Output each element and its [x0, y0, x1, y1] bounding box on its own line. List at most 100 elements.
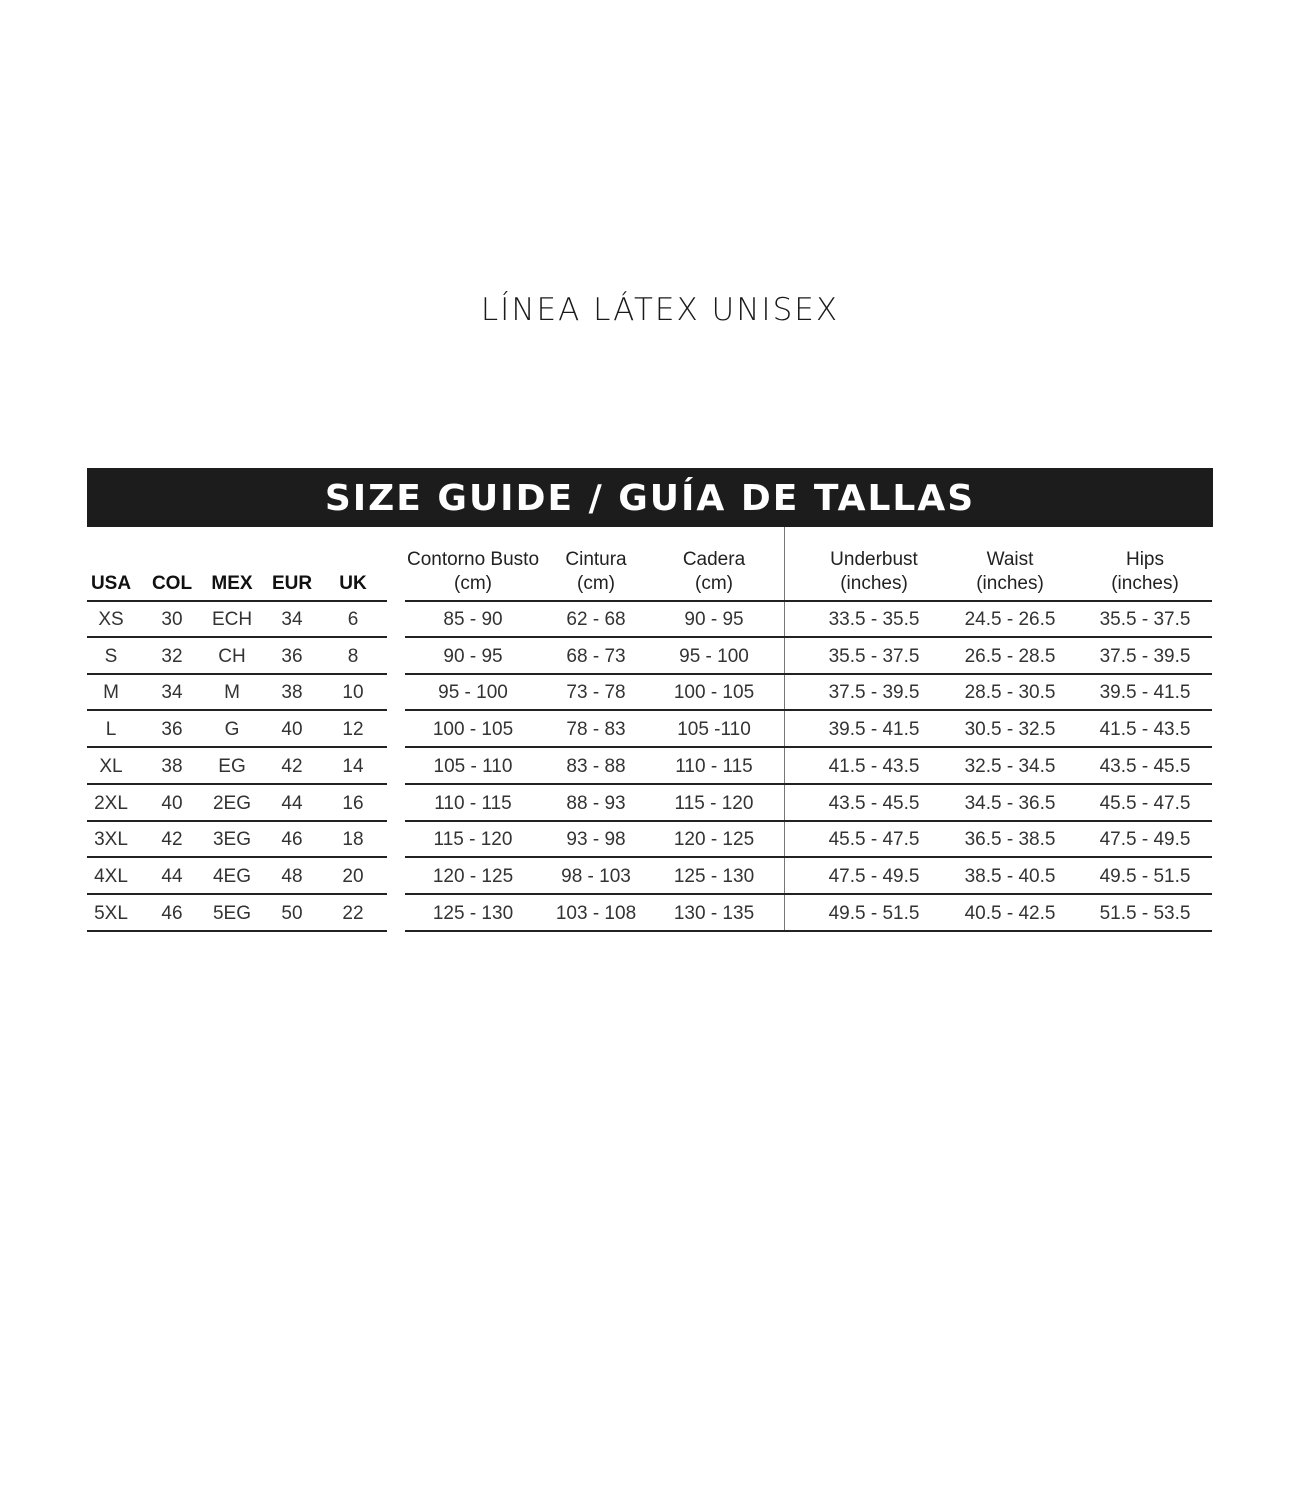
table-cell: 12	[342, 719, 364, 741]
table-cell: XL	[99, 755, 123, 777]
row-divider	[87, 636, 387, 638]
row-divider	[405, 746, 1212, 749]
column-header: (inches)	[976, 573, 1044, 594]
row-divider	[87, 782, 387, 785]
column-header: Underbust	[830, 549, 918, 570]
table-cell: 41.5 - 43.5	[1099, 719, 1191, 741]
table-cell: 38	[281, 682, 303, 704]
table-cell: 47.5 - 49.5	[828, 865, 920, 887]
table-cell: 2EG	[212, 792, 252, 814]
column-header: (cm)	[454, 573, 492, 594]
table-cell: 120 - 125	[673, 829, 755, 851]
table-cell: 98 - 103	[561, 865, 631, 887]
row-divider	[87, 892, 387, 895]
row-divider	[405, 819, 1212, 822]
table-cell: M	[103, 682, 119, 704]
table-cell: 20	[342, 865, 364, 887]
table-cell: XS	[98, 609, 124, 630]
table-cell: 36.5 - 38.5	[964, 829, 1056, 851]
column-header: (inches)	[840, 573, 908, 594]
table-cell: 38	[161, 755, 183, 777]
table-cell: 36	[161, 719, 183, 741]
table-cell: 30	[161, 609, 183, 630]
table-cell: 16	[342, 792, 364, 814]
table-cell: 105 - 110	[433, 755, 513, 777]
table-cell: 39.5 - 41.5	[1099, 682, 1191, 704]
row-divider	[405, 672, 1212, 675]
table-cell: 32.5 - 34.5	[964, 755, 1056, 777]
row-divider	[87, 929, 387, 932]
column-header: COL	[151, 573, 193, 594]
row-divider	[405, 892, 1212, 895]
table-cell: 45.5 - 47.5	[1099, 792, 1191, 814]
column-header: Waist	[986, 549, 1034, 570]
table-cell: 5XL	[94, 902, 128, 924]
table-cell: 18	[342, 829, 364, 851]
table-cell: 22	[342, 902, 364, 924]
table-cell: 14	[342, 755, 364, 777]
table-cell: 8	[347, 645, 359, 667]
table-cell: 68 - 73	[566, 645, 626, 667]
table-cell: 34	[281, 609, 303, 630]
table-cell: 115 - 120	[433, 829, 513, 851]
table-cell: 51.5 - 53.5	[1099, 902, 1191, 924]
table-cell: 50	[281, 902, 303, 924]
table-cell: 24.5 - 26.5	[964, 609, 1056, 630]
table-cell: 42	[281, 755, 303, 777]
table-cell: 28.5 - 30.5	[964, 682, 1056, 704]
row-divider	[87, 672, 387, 675]
table-cell: 44	[161, 865, 183, 887]
table-cell: 42	[161, 829, 183, 851]
table-cell: 45.5 - 47.5	[828, 829, 920, 851]
table-cell: 43.5 - 45.5	[828, 792, 920, 814]
table-cell: 62 - 68	[566, 609, 626, 630]
column-header: USA	[90, 573, 132, 594]
table-cell: 130 - 135	[673, 902, 755, 924]
table-cell: 120 - 125	[432, 865, 514, 887]
column-header: (cm)	[695, 573, 733, 594]
table-cell: 93 - 98	[566, 829, 626, 851]
table-cell: 33.5 - 35.5	[828, 609, 920, 630]
column-header: Cadera	[682, 549, 746, 570]
table-cell: 5EG	[212, 902, 252, 924]
row-divider	[87, 856, 387, 859]
column-divider	[784, 527, 785, 930]
table-cell: 3XL	[94, 829, 128, 851]
table-cell: 83 - 88	[566, 755, 626, 777]
page-title: LÍNEA LÁTEX UNISEX	[480, 292, 840, 328]
table-cell: 110 - 115	[434, 792, 512, 814]
table-cell: 36	[281, 645, 303, 667]
table-cell: 95 - 100	[438, 682, 508, 704]
table-cell: 95 - 100	[679, 645, 749, 667]
table-cell: 100 - 105	[673, 682, 755, 704]
table-cell: 37.5 - 39.5	[1099, 645, 1191, 667]
table-cell: G	[224, 719, 240, 741]
table-cell: 10	[342, 682, 364, 704]
row-divider	[405, 600, 1212, 602]
table-cell: L	[105, 719, 117, 741]
table-cell: 2XL	[94, 792, 128, 814]
table-cell: 4EG	[212, 865, 252, 887]
table-cell: 105 -110	[677, 719, 751, 741]
table-cell: 41.5 - 43.5	[828, 755, 920, 777]
table-cell: CH	[218, 645, 246, 667]
table-cell: 43.5 - 45.5	[1099, 755, 1191, 777]
table-cell: 49.5 - 51.5	[828, 902, 920, 924]
table-cell: EG	[218, 755, 246, 777]
table-cell: 30.5 - 32.5	[964, 719, 1056, 741]
table-cell: 103 - 108	[555, 902, 637, 924]
column-header: Hips	[1125, 549, 1164, 570]
table-cell: S	[104, 645, 118, 667]
table-cell: ECH	[211, 609, 253, 630]
column-header: UK	[339, 573, 367, 594]
row-divider	[405, 636, 1212, 638]
table-cell: 35.5 - 37.5	[828, 645, 920, 667]
table-cell: 4XL	[94, 865, 128, 887]
row-divider	[405, 709, 1212, 712]
table-cell: 85 - 90	[443, 609, 503, 630]
row-divider	[405, 929, 1212, 932]
table-cell: 40.5 - 42.5	[964, 902, 1056, 924]
row-divider	[405, 782, 1212, 785]
row-divider	[87, 709, 387, 712]
table-cell: 46	[161, 902, 183, 924]
